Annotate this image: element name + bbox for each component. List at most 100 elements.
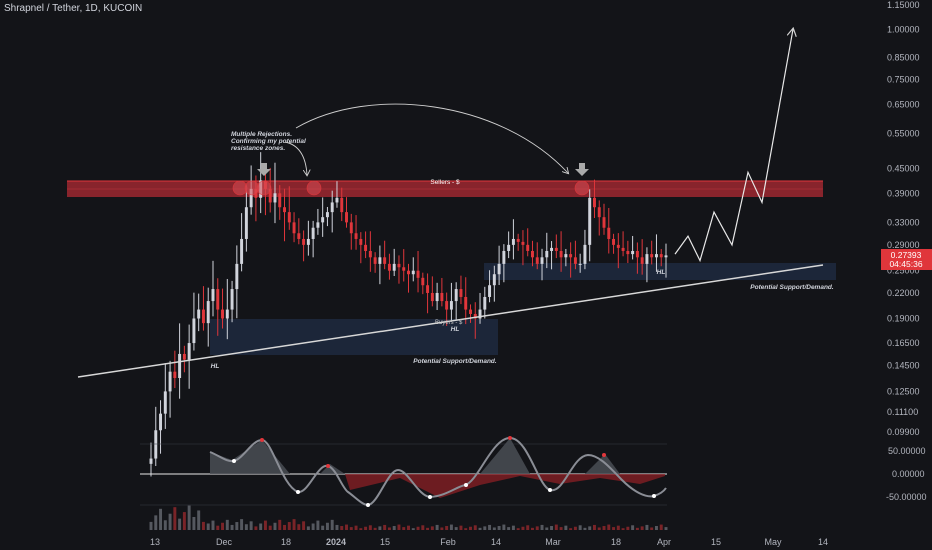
candle-body	[273, 193, 277, 203]
candle-body	[173, 371, 177, 378]
volume-bar	[440, 527, 444, 530]
price-tick: 1.00000	[887, 24, 920, 34]
candle-body	[249, 188, 253, 208]
candle-body	[588, 197, 592, 245]
candle-body	[325, 212, 329, 218]
volume-bar	[216, 525, 220, 530]
volume-bar	[616, 525, 620, 530]
volume-bar	[626, 526, 630, 530]
callout-line-3: resistance zones.	[231, 145, 285, 152]
volume-bar	[578, 525, 582, 530]
time-tick: Apr	[657, 537, 671, 547]
volume-bar	[244, 524, 248, 530]
candle-body	[168, 371, 172, 392]
volume-bar	[416, 526, 420, 530]
callout-line-2: Confirming my potential	[231, 138, 306, 145]
volume-bar	[554, 524, 558, 530]
candle-body	[302, 238, 306, 245]
volume-bar	[230, 524, 234, 530]
candle-body	[383, 257, 387, 264]
time-tick: 13	[150, 537, 160, 547]
price-tick: 0.25000	[887, 266, 920, 276]
volume-bar	[569, 528, 573, 530]
candle-body	[569, 254, 573, 258]
candle-body	[488, 285, 492, 297]
volume-bar	[163, 520, 167, 530]
rejection-marker-5	[574, 180, 590, 196]
volume-bar	[254, 526, 258, 530]
candle-body	[650, 254, 654, 258]
candle-body	[235, 263, 239, 290]
time-tick: 15	[711, 537, 721, 547]
candle-body	[664, 255, 668, 258]
oscillator-tick-50: 50.00000	[888, 446, 926, 456]
candle-body	[526, 244, 530, 251]
candle-body	[154, 430, 158, 459]
volume-bar	[197, 510, 201, 530]
candle-body	[349, 222, 353, 234]
volume-bar	[430, 526, 434, 530]
candle-body	[621, 247, 625, 251]
volume-bar	[335, 524, 339, 530]
volume-bar	[373, 527, 377, 530]
candle-body	[535, 257, 539, 264]
volume-bar	[650, 527, 654, 530]
candle-body	[201, 309, 205, 324]
interval[interactable]: 1D	[85, 3, 98, 14]
oscillator-trough-dots	[232, 459, 656, 507]
hl-label-2: HL	[451, 326, 460, 333]
volume-bar	[550, 526, 554, 530]
oscillator-dot	[464, 483, 468, 487]
volume-bar	[392, 526, 396, 530]
candle-body	[416, 270, 420, 278]
volume-bar	[359, 528, 363, 530]
symbol-name[interactable]: Shrapnel / Tether	[4, 3, 80, 14]
volume-bar	[273, 522, 277, 530]
volume-bar	[383, 524, 387, 530]
volume-bar	[421, 525, 425, 530]
candle-body	[659, 254, 663, 258]
candle-body	[545, 250, 549, 258]
last-price: 0.27393	[891, 250, 922, 260]
candle-body	[178, 353, 182, 378]
candle-body	[306, 238, 310, 245]
oscillator-dot	[296, 490, 300, 494]
oscillator-peak-dots	[260, 436, 606, 468]
candle-body	[163, 391, 167, 414]
volume-bar	[612, 527, 616, 530]
hl-label-3: HL	[657, 269, 666, 276]
price-tick: 1.15000	[887, 0, 920, 10]
volume-bar	[149, 521, 153, 530]
oscillator-dot	[548, 488, 552, 492]
candle-body	[197, 309, 201, 319]
candle-body	[316, 222, 320, 228]
volume-bar	[621, 528, 625, 530]
candle-body	[230, 289, 234, 310]
candle-body	[373, 257, 377, 264]
volume-bar	[535, 526, 539, 530]
volume-bar	[168, 513, 172, 530]
volume-bar	[311, 523, 315, 530]
candle-body	[244, 207, 248, 239]
candle-body	[626, 250, 630, 255]
time-tick: 18	[611, 537, 621, 547]
demand-zone-lower-label: Potential Support/Demand.	[413, 358, 497, 365]
price-tick: 0.39000	[887, 188, 920, 198]
oscillator-dot	[232, 459, 236, 463]
volume-bar	[502, 524, 506, 530]
volume-bar	[330, 519, 334, 530]
price-tick: 0.33000	[887, 217, 920, 227]
volume-bar	[654, 526, 658, 530]
ascending-trendline	[77, 264, 824, 378]
volume-bar	[631, 525, 635, 530]
volume-bar	[340, 526, 344, 530]
price-axis: 1.15000 1.00000 0.85000 0.75000 0.65000 0.550…	[887, 0, 920, 437]
price-tick: 0.09900	[887, 427, 920, 437]
arc-arrow-to-march-rejection	[295, 103, 568, 173]
down-arrow-icon	[257, 163, 271, 176]
candle-body	[292, 222, 296, 234]
volume-bar	[459, 525, 463, 530]
price-tick: 0.11100	[887, 407, 918, 417]
volume-bar	[507, 527, 511, 530]
